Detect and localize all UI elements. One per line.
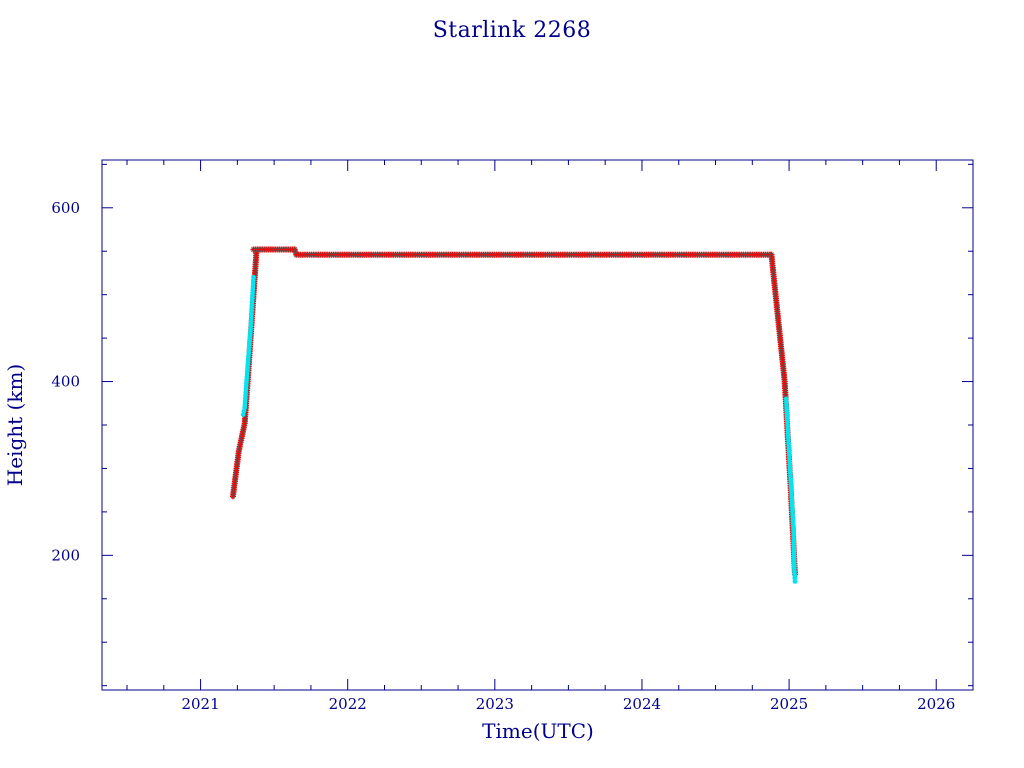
x-tick-label: 2022 (329, 695, 367, 713)
x-axis-label: Time(UTC) (482, 719, 594, 743)
y-tick-label: 200 (51, 546, 80, 564)
axis-ticks (102, 160, 974, 690)
data-point (251, 274, 256, 280)
y-tick-label: 600 (51, 199, 80, 217)
x-tick-label: 2024 (623, 695, 661, 713)
y-axis-label: Height (km) (3, 364, 27, 486)
chart-title: Starlink 2268 (433, 18, 592, 43)
data-points (229, 246, 798, 584)
x-tick-label: 2023 (476, 695, 514, 713)
y-tick-label: 400 (51, 373, 80, 391)
data-point (792, 578, 798, 584)
x-tick-label: 2025 (770, 695, 808, 713)
x-tick-label: 2026 (917, 695, 955, 713)
tick-labels: 2021 2022 2023 2024 2025 2026 200 400 600 (51, 199, 955, 713)
plot-frame (101, 159, 974, 691)
x-tick-label: 2021 (181, 695, 219, 713)
